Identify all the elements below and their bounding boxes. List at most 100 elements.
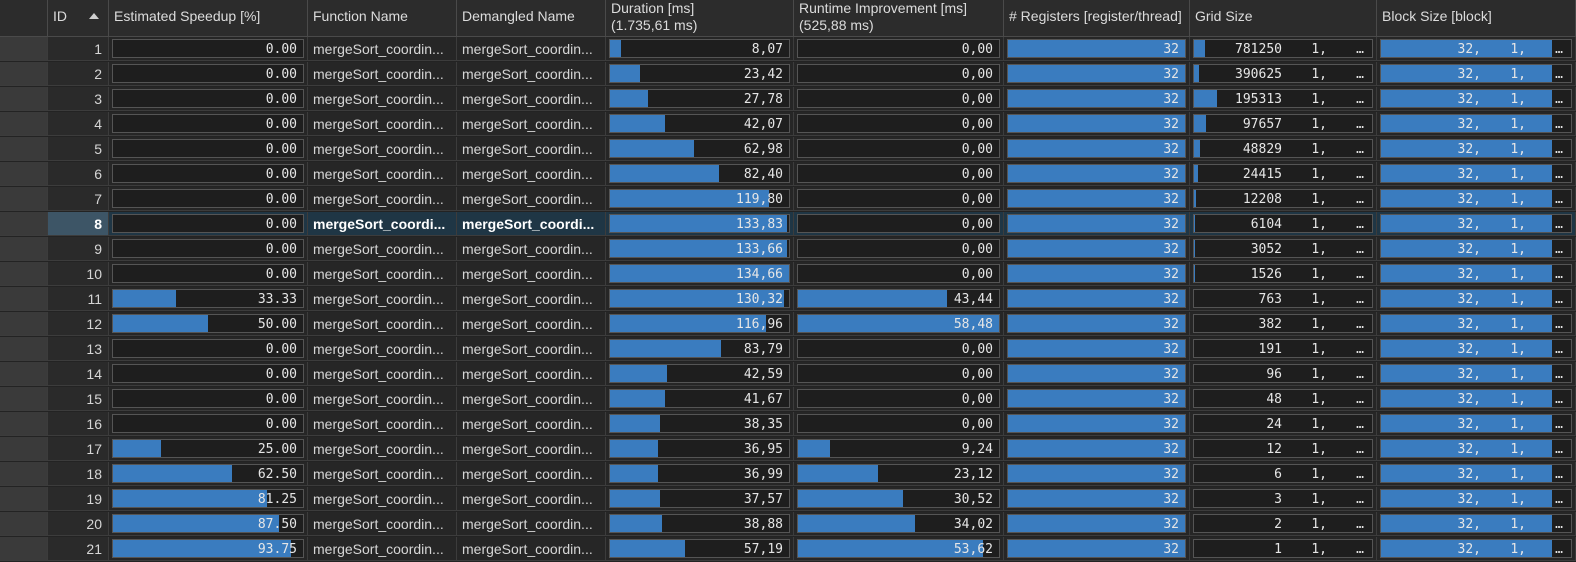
duration-cell[interactable]: 134,66 (606, 262, 794, 286)
demangled-name-cell[interactable]: mergeSort_coordin... (457, 487, 606, 511)
runtime-cell[interactable]: 0,00 (794, 37, 1004, 61)
row-id[interactable]: 21 (48, 537, 109, 561)
speedup-cell[interactable]: 0.00 (109, 137, 308, 161)
sort-ascending-icon[interactable] (89, 13, 99, 19)
row-selector[interactable] (0, 112, 48, 136)
speedup-cell[interactable]: 0.00 (109, 362, 308, 386)
runtime-cell[interactable]: 0,00 (794, 137, 1004, 161)
block-size-cell[interactable]: 32,1,… (1377, 362, 1576, 386)
block-size-cell[interactable]: 32,1,… (1377, 512, 1576, 536)
row-selector[interactable] (0, 437, 48, 461)
speedup-cell[interactable]: 0.00 (109, 112, 308, 136)
row-id[interactable]: 7 (48, 187, 109, 211)
runtime-cell[interactable]: 34,02 (794, 512, 1004, 536)
function-name-cell[interactable]: mergeSort_coordi... (308, 212, 457, 236)
duration-cell[interactable]: 116,96 (606, 312, 794, 336)
row-selector[interactable] (0, 462, 48, 486)
runtime-cell[interactable]: 53,62 (794, 537, 1004, 561)
registers-cell[interactable]: 32 (1004, 137, 1190, 161)
speedup-cell[interactable]: 0.00 (109, 412, 308, 436)
runtime-cell[interactable]: 30,52 (794, 487, 1004, 511)
row-selector[interactable] (0, 287, 48, 311)
block-size-cell[interactable]: 32,1,… (1377, 262, 1576, 286)
demangled-name-cell[interactable]: mergeSort_coordin... (457, 537, 606, 561)
block-size-cell[interactable]: 32,1,… (1377, 112, 1576, 136)
function-name-cell[interactable]: mergeSort_coordin... (308, 312, 457, 336)
block-size-cell[interactable]: 32,1,… (1377, 212, 1576, 236)
row-id[interactable]: 10 (48, 262, 109, 286)
registers-cell[interactable]: 32 (1004, 462, 1190, 486)
demangled-name-cell[interactable]: mergeSort_coordin... (457, 37, 606, 61)
registers-cell[interactable]: 32 (1004, 187, 1190, 211)
registers-cell[interactable]: 32 (1004, 287, 1190, 311)
speedup-cell[interactable]: 0.00 (109, 162, 308, 186)
row-id[interactable]: 5 (48, 137, 109, 161)
demangled-name-cell[interactable]: mergeSort_coordin... (457, 512, 606, 536)
registers-cell[interactable]: 32 (1004, 537, 1190, 561)
demangled-name-cell[interactable]: mergeSort_coordin... (457, 437, 606, 461)
speedup-cell[interactable]: 0.00 (109, 87, 308, 111)
block-size-cell[interactable]: 32,1,… (1377, 187, 1576, 211)
row-id[interactable]: 4 (48, 112, 109, 136)
row-id[interactable]: 13 (48, 337, 109, 361)
row-selector[interactable] (0, 212, 48, 236)
runtime-cell[interactable]: 9,24 (794, 437, 1004, 461)
row-selector[interactable] (0, 337, 48, 361)
function-name-cell[interactable]: mergeSort_coordin... (308, 137, 457, 161)
duration-cell[interactable]: 8,07 (606, 37, 794, 61)
speedup-cell[interactable]: 0.00 (109, 187, 308, 211)
demangled-name-cell[interactable]: mergeSort_coordin... (457, 387, 606, 411)
runtime-cell[interactable]: 0,00 (794, 162, 1004, 186)
registers-cell[interactable]: 32 (1004, 212, 1190, 236)
row-id[interactable]: 14 (48, 362, 109, 386)
runtime-cell[interactable]: 0,00 (794, 337, 1004, 361)
duration-cell[interactable]: 36,95 (606, 437, 794, 461)
duration-cell[interactable]: 130,32 (606, 287, 794, 311)
row-selector[interactable] (0, 37, 48, 61)
block-size-cell[interactable]: 32,1,… (1377, 387, 1576, 411)
row-id[interactable]: 3 (48, 87, 109, 111)
function-name-cell[interactable]: mergeSort_coordin... (308, 162, 457, 186)
block-size-cell[interactable]: 32,1,… (1377, 62, 1576, 86)
function-name-cell[interactable]: mergeSort_coordin... (308, 462, 457, 486)
registers-cell[interactable]: 32 (1004, 487, 1190, 511)
demangled-name-cell[interactable]: mergeSort_coordin... (457, 287, 606, 311)
speedup-cell[interactable]: 0.00 (109, 237, 308, 261)
speedup-cell[interactable]: 81.25 (109, 487, 308, 511)
block-size-cell[interactable]: 32,1,… (1377, 287, 1576, 311)
registers-cell[interactable]: 32 (1004, 437, 1190, 461)
block-size-cell[interactable]: 32,1,… (1377, 412, 1576, 436)
speedup-cell[interactable]: 87.50 (109, 512, 308, 536)
row-id[interactable]: 18 (48, 462, 109, 486)
runtime-cell[interactable]: 0,00 (794, 212, 1004, 236)
runtime-cell[interactable]: 0,00 (794, 237, 1004, 261)
registers-cell[interactable]: 32 (1004, 237, 1190, 261)
row-id[interactable]: 15 (48, 387, 109, 411)
demangled-name-cell[interactable]: mergeSort_coordin... (457, 337, 606, 361)
demangled-name-cell[interactable]: mergeSort_coordin... (457, 462, 606, 486)
demangled-name-cell[interactable]: mergeSort_coordin... (457, 162, 606, 186)
demangled-name-cell[interactable]: mergeSort_coordin... (457, 112, 606, 136)
row-selector[interactable] (0, 87, 48, 111)
row-id[interactable]: 1 (48, 37, 109, 61)
speedup-cell[interactable]: 93.75 (109, 537, 308, 561)
function-name-cell[interactable]: mergeSort_coordin... (308, 37, 457, 61)
runtime-cell[interactable]: 0,00 (794, 387, 1004, 411)
speedup-cell[interactable]: 0.00 (109, 212, 308, 236)
registers-cell[interactable]: 32 (1004, 162, 1190, 186)
